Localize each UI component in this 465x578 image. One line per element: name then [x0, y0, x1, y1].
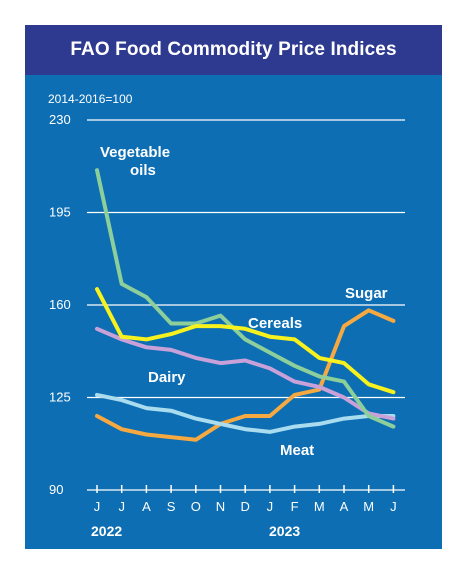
title-bar: FAO Food Commodity Price Indices [25, 25, 442, 75]
x-tick-label: N [216, 499, 225, 514]
x-tick-label: A [142, 499, 151, 514]
x-tick-label: J [267, 499, 274, 514]
series-label-vegetable-oils-line2: oils [130, 162, 156, 179]
x-tick-label: J [390, 499, 397, 514]
series-label-meat: Meat [280, 442, 314, 459]
chart-card: FAO Food Commodity Price Indices 2014-20… [25, 25, 442, 549]
series-line-meat [95, 392, 396, 434]
x-tick-label: D [241, 499, 250, 514]
series-label-sugar: Sugar [345, 285, 388, 302]
x-tick-label: J [118, 499, 125, 514]
series-line-vegetable-oils [95, 168, 396, 429]
gridlines: 90 125 160 195 230 [49, 112, 405, 497]
series-line-dairy [95, 326, 396, 421]
series-line-cereals [95, 287, 396, 395]
x-tick-label: M [314, 499, 325, 514]
y-tick-label: 160 [49, 297, 71, 312]
x-tick-label: M [363, 499, 374, 514]
x-tick-label: A [340, 499, 349, 514]
y-tick-label: 230 [49, 112, 71, 127]
series-label-cereals: Cereals [248, 315, 302, 332]
x-tick-label: J [94, 499, 101, 514]
series-label-dairy: Dairy [148, 369, 186, 386]
year-label: 2022 [91, 523, 122, 539]
x-tick-label: O [191, 499, 201, 514]
x-tick-label: S [167, 499, 176, 514]
series-label-vegetable-oils-line1: Vegetable [100, 144, 170, 161]
chart-title: FAO Food Commodity Price Indices [70, 39, 397, 60]
y-tick-label: 90 [49, 482, 63, 497]
x-tick-label: F [291, 499, 299, 514]
y-tick-label: 195 [49, 205, 71, 220]
series-lines [95, 168, 396, 442]
series-line-sugar [95, 308, 396, 442]
year-label: 2023 [269, 523, 300, 539]
index-base-label: 2014-2016=100 [48, 92, 133, 106]
y-tick-label: 125 [49, 390, 71, 405]
